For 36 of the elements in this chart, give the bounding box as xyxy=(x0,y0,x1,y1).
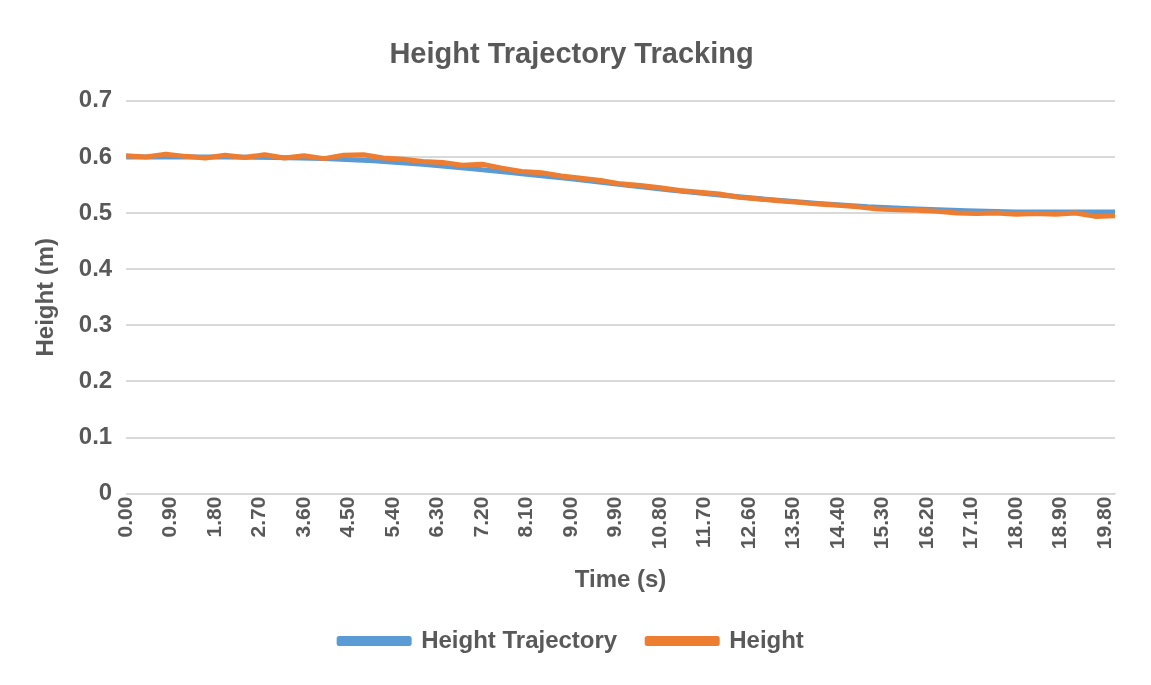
x-tick-label: 11.70 xyxy=(691,496,715,549)
x-tick-label: 13.50 xyxy=(780,496,804,550)
x-tick-label: 17.10 xyxy=(958,496,982,550)
x-tick-label: 10.80 xyxy=(646,496,670,550)
x-tick-label: 4.50 xyxy=(335,496,359,538)
x-tick-label: 0.00 xyxy=(112,496,136,538)
y-tick-label: 0.6 xyxy=(78,141,113,169)
y-axis-title: Height (m) xyxy=(31,237,59,357)
legend-label: Height Trajectory xyxy=(421,625,618,653)
x-tick-label: 5.40 xyxy=(379,496,403,538)
x-tick-label: 18.00 xyxy=(1002,496,1026,550)
chart-title: Height Trajectory Tracking xyxy=(389,37,754,70)
x-tick-label: 19.80 xyxy=(1091,496,1115,550)
x-tick-label: 9.90 xyxy=(602,496,626,538)
x-tick-label: 18.90 xyxy=(1047,496,1071,550)
x-tick-label: 6.30 xyxy=(424,496,448,538)
x-tick-label: 14.40 xyxy=(824,496,848,550)
y-tick-label: 0.2 xyxy=(78,366,113,394)
x-tick-label: 12.60 xyxy=(735,496,759,550)
y-tick-label: 0 xyxy=(98,478,113,506)
x-tick-label: 15.30 xyxy=(869,496,893,550)
y-tick-label: 0.3 xyxy=(78,309,113,337)
legend-label: Height xyxy=(729,625,804,653)
y-tick-label: 0.5 xyxy=(78,197,113,225)
y-tick-label: 0.4 xyxy=(78,253,113,281)
x-tick-label: 16.20 xyxy=(913,496,937,550)
x-tick-label: 3.60 xyxy=(290,496,314,538)
x-tick-label: 8.10 xyxy=(513,496,537,538)
x-tick-label: 2.70 xyxy=(246,496,270,538)
x-tick-label: 1.80 xyxy=(201,496,225,538)
y-tick-label: 0.1 xyxy=(78,422,113,450)
y-tick-label: 0.7 xyxy=(78,85,113,113)
x-tick-label: 7.20 xyxy=(468,496,492,538)
x-axis-title: Time (s) xyxy=(574,565,667,593)
x-tick-label: 9.00 xyxy=(557,496,581,538)
x-tick-label: 0.90 xyxy=(157,496,181,538)
